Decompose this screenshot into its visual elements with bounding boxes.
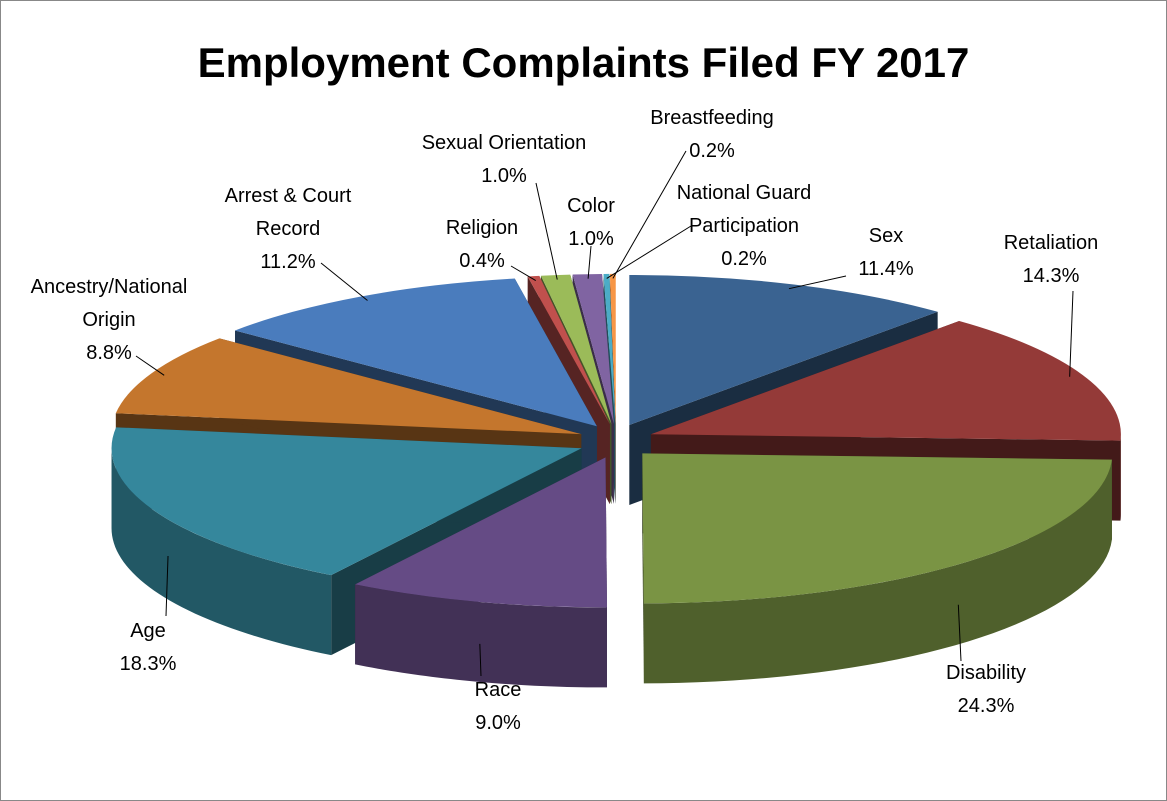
slice [540, 274, 612, 425]
value-label: 24.3% [957, 695, 1015, 717]
leader-line [612, 150, 687, 279]
leader-line [957, 604, 962, 662]
value-label: 0.2% [721, 248, 767, 270]
value-label: 14.3% [1022, 265, 1080, 287]
value-label: 9.0% [475, 712, 521, 734]
category-label: Age [130, 620, 166, 642]
category-label: Arrest & Court Record [224, 185, 352, 240]
category-label: Color [567, 195, 615, 217]
leader-line [606, 225, 692, 279]
leader-line [135, 355, 165, 376]
slice [603, 273, 616, 424]
category-label: Retaliation [1003, 232, 1099, 254]
slice-wall [355, 584, 607, 688]
value-label: 11.2% [260, 251, 316, 273]
slice [235, 278, 597, 427]
data-label: Retaliation 14.3% [986, 227, 1116, 293]
data-label: Religion 0.4% [432, 212, 532, 278]
data-label: Sex 11.4% [846, 220, 926, 286]
value-label: 11.4% [858, 258, 914, 280]
leader-line [165, 556, 169, 617]
data-label: National Guard Participation 0.2% [664, 177, 824, 276]
data-label: Sexual Orientation 1.0% [404, 127, 604, 193]
slice-side [642, 453, 644, 684]
data-label: Disability 24.3% [921, 657, 1051, 723]
category-label: Breastfeeding [650, 107, 774, 129]
data-label: Ancestry/National Origin 8.8% [9, 271, 209, 370]
leader-line [788, 275, 847, 290]
data-label: Age 18.3% [108, 615, 188, 681]
data-label: Race 9.0% [458, 674, 538, 740]
slice [115, 338, 582, 435]
slice [609, 273, 616, 424]
category-label: National Guard Participation [676, 182, 812, 237]
slice [111, 427, 582, 576]
value-label: 8.8% [86, 342, 132, 364]
slice [355, 457, 607, 608]
leader-line [479, 643, 482, 677]
value-label: 0.2% [689, 140, 735, 162]
leader-line [510, 265, 537, 281]
slice [642, 453, 1112, 604]
slice [572, 273, 614, 424]
category-label: Ancestry/National Origin [30, 276, 188, 331]
value-label: 0.4% [459, 250, 505, 272]
leader-line [1069, 290, 1074, 377]
data-label: Breastfeeding 0.2% [632, 102, 792, 168]
slice-wall [111, 448, 332, 656]
category-label: Disability [945, 662, 1027, 684]
category-label: Sex [868, 225, 904, 247]
value-label: 1.0% [568, 228, 614, 250]
category-label: Race [474, 679, 522, 701]
slice [527, 275, 610, 425]
chart-title: Employment Complaints Filed FY 2017 [197, 39, 970, 86]
slice-wall [643, 459, 1112, 684]
category-label: Religion [445, 217, 519, 239]
slice [650, 321, 1121, 441]
data-label: Arrest & Court Record 11.2% [208, 180, 368, 279]
value-label: 18.3% [119, 653, 177, 675]
leader-line [587, 245, 592, 279]
value-label: 1.0% [481, 165, 527, 187]
leader-line [535, 182, 558, 280]
data-label: Color 1.0% [556, 190, 626, 256]
leader-line [320, 262, 368, 301]
category-label: Sexual Orientation [421, 132, 587, 154]
slice [629, 274, 938, 425]
